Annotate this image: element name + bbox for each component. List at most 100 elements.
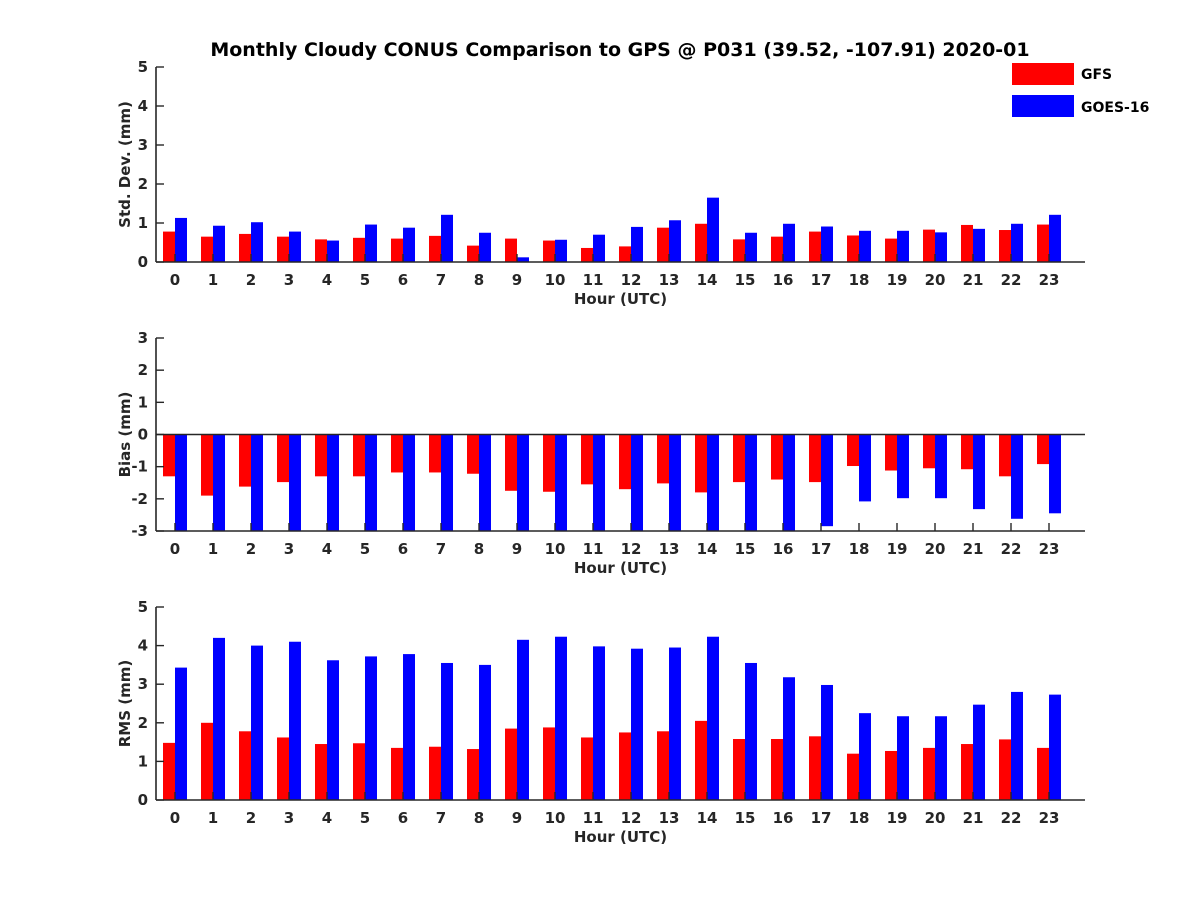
bias-xtick-label-19: 19 [887, 540, 908, 558]
rms-xtick-label-15: 15 [735, 809, 756, 827]
bias-bar-gfs-18 [847, 434, 859, 467]
bias-bar-gfs-12 [619, 434, 631, 490]
rms-xtick-label-21: 21 [963, 809, 984, 827]
stddev-xtick-label-10: 10 [545, 271, 566, 289]
bias-bar-gfs-0 [163, 434, 175, 477]
bias-bar-goes16-19 [897, 434, 909, 499]
bias-ytick-label-2: 2 [138, 361, 148, 379]
stddev-xtick-label-14: 14 [697, 271, 718, 289]
rms-xtick-label-7: 7 [436, 809, 446, 827]
bias-bar-gfs-7 [429, 434, 441, 473]
stddev-xtick-label-11: 11 [583, 271, 604, 289]
stddev-bar-gfs-6 [391, 238, 403, 262]
bias-xtick-label-16: 16 [773, 540, 794, 558]
bias-bar-goes16-0 [175, 434, 187, 531]
stddev-xtick-label-22: 22 [1001, 271, 1022, 289]
rms-bar-gfs-18 [847, 753, 859, 800]
stddev-bar-goes16-20 [935, 232, 947, 262]
stddev-xtick-label-6: 6 [398, 271, 408, 289]
stddev-ytick-label-1: 1 [138, 214, 148, 232]
rms-ytick-label-0: 0 [138, 791, 148, 809]
bias-bar-goes16-1 [213, 434, 225, 531]
legend-label-goes16: GOES-16 [1081, 100, 1149, 116]
rms-bar-goes16-8 [479, 664, 491, 800]
stddev-xtick-label-0: 0 [170, 271, 180, 289]
stddev-bar-gfs-14 [695, 223, 707, 262]
stddev-x-label: Hour (UTC) [574, 290, 667, 308]
bias-xtick-label-18: 18 [849, 540, 870, 558]
rms-bar-goes16-15 [745, 662, 757, 800]
rms-xtick-label-19: 19 [887, 809, 908, 827]
rms-bar-gfs-20 [923, 747, 935, 800]
rms-ytick-label-3: 3 [138, 675, 148, 693]
rms-y-label: RMS (mm) [116, 660, 134, 747]
bias-y-label: Bias (mm) [116, 392, 134, 478]
bias-ytick-label--2: -2 [131, 490, 148, 508]
rms-bar-gfs-16 [771, 739, 783, 800]
rms-bar-gfs-0 [163, 742, 175, 800]
stddev-bar-goes16-4 [327, 240, 339, 262]
rms-bar-gfs-13 [657, 731, 669, 800]
stddev-bar-gfs-12 [619, 246, 631, 262]
rms-xtick-label-9: 9 [512, 809, 522, 827]
rms-xtick-label-0: 0 [170, 809, 180, 827]
bias-bar-goes16-11 [593, 434, 605, 531]
bias-xtick-label-2: 2 [246, 540, 256, 558]
bias-bar-gfs-17 [809, 434, 821, 483]
bias-x-label: Hour (UTC) [574, 559, 667, 577]
bias-xtick-label-23: 23 [1039, 540, 1060, 558]
bias-bar-gfs-23 [1037, 434, 1049, 465]
bias-bar-goes16-7 [441, 434, 453, 531]
chart-title: Monthly Cloudy CONUS Comparison to GPS @… [210, 39, 1029, 61]
rms-bar-goes16-14 [707, 636, 719, 800]
stddev-bar-gfs-15 [733, 239, 745, 262]
stddev-xtick-label-1: 1 [208, 271, 218, 289]
bias-xtick-label-17: 17 [811, 540, 832, 558]
rms-xtick-label-22: 22 [1001, 809, 1022, 827]
stddev-bar-gfs-21 [961, 224, 973, 262]
bias-xtick-label-20: 20 [925, 540, 946, 558]
stddev-bar-goes16-14 [707, 197, 719, 262]
rms-bar-goes16-18 [859, 713, 871, 800]
rms-xtick-label-11: 11 [583, 809, 604, 827]
rms-bar-gfs-12 [619, 732, 631, 800]
bias-bar-goes16-6 [403, 434, 415, 531]
rms-ytick-label-5: 5 [138, 598, 148, 616]
stddev-bar-goes16-22 [1011, 223, 1023, 262]
rms-bar-gfs-10 [543, 727, 555, 800]
bias-bar-goes16-13 [669, 434, 681, 531]
stddev-bar-gfs-4 [315, 239, 327, 262]
bias-bar-gfs-6 [391, 434, 403, 473]
stddev-bar-goes16-3 [289, 231, 301, 262]
rms-bar-goes16-6 [403, 654, 415, 800]
rms-xtick-label-18: 18 [849, 809, 870, 827]
rms-xtick-label-5: 5 [360, 809, 370, 827]
bias-panel: 0 1 2 3 4 5 6 7 8 9 10 11 12 13 14 15 16 17 18 19 20 21 22 23-3… [116, 329, 1085, 577]
stddev-bar-gfs-17 [809, 231, 821, 262]
stddev-xtick-label-21: 21 [963, 271, 984, 289]
stddev-bar-goes16-15 [745, 232, 757, 262]
stddev-bar-goes16-1 [213, 225, 225, 262]
rms-bar-goes16-16 [783, 677, 795, 800]
stddev-bar-goes16-23 [1049, 214, 1061, 262]
rms-bar-gfs-7 [429, 746, 441, 800]
rms-bar-goes16-22 [1011, 691, 1023, 800]
stddev-xtick-label-15: 15 [735, 271, 756, 289]
rms-bar-goes16-12 [631, 648, 643, 800]
stddev-bar-goes16-17 [821, 226, 833, 262]
rms-bar-gfs-19 [885, 750, 897, 800]
bias-bar-goes16-15 [745, 434, 757, 531]
bias-bar-gfs-5 [353, 434, 365, 477]
stddev-ytick-label-4: 4 [138, 97, 148, 115]
bias-bar-goes16-3 [289, 434, 301, 531]
bias-xtick-label-6: 6 [398, 540, 408, 558]
stddev-ytick-label-2: 2 [138, 175, 148, 193]
legend-label-gfs: GFS [1081, 67, 1112, 83]
legend-swatch-gfs [1012, 63, 1074, 85]
bias-xtick-label-5: 5 [360, 540, 370, 558]
bias-ytick-label--3: -3 [131, 522, 148, 540]
bias-ytick-label-0: 0 [138, 426, 148, 444]
bias-bar-goes16-14 [707, 434, 719, 531]
stddev-bar-gfs-13 [657, 227, 669, 262]
